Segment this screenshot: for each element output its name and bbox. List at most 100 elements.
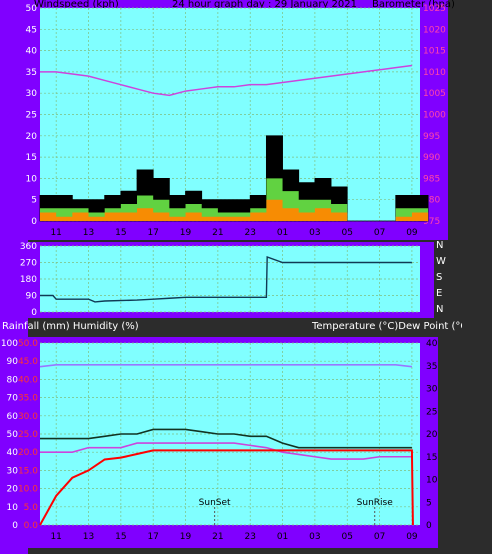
sunset-label: SunSet	[199, 498, 231, 508]
y-right-tick: 1000	[423, 111, 446, 121]
x-tick: 15	[115, 228, 126, 238]
y-right-tick: 985	[423, 174, 440, 184]
x-tick: 23	[244, 228, 255, 238]
x-tick: 19	[180, 228, 192, 238]
y-right-tick: 995	[423, 132, 440, 142]
wind-direction-chart: 360 270 180 90 0	[20, 242, 420, 318]
y-rain-tick: 50.0	[18, 339, 38, 349]
y-left-tick: 45	[26, 25, 37, 35]
right-gap	[462, 0, 492, 554]
series-line-0	[39, 364, 413, 368]
x-tick: 15	[115, 532, 126, 542]
compass-e: E	[436, 288, 443, 299]
x-tick: 13	[83, 228, 94, 238]
y-left-tick: 30	[26, 89, 38, 99]
y-humidity-tick: 60	[7, 412, 19, 422]
y-humidity-tick: 90	[7, 357, 19, 367]
series-line-2	[40, 442, 412, 460]
temp-dewpoint-title: Temperature (°C)Dew Point (°C)	[312, 321, 472, 332]
sunrise-label: SunRise	[357, 498, 394, 508]
y-right-tick: 1005	[423, 89, 446, 99]
y-left-tick: 15	[26, 153, 37, 163]
y-temp-tick: 35	[426, 362, 437, 372]
compass-n-bottom: N	[436, 304, 444, 315]
x-tick: 11	[50, 228, 61, 238]
y-temp-tick: 25	[426, 407, 437, 417]
y-humidity-tick: 10	[7, 503, 19, 513]
compass-s: S	[436, 272, 443, 283]
y-left-tick: 35	[26, 68, 37, 78]
left-strip	[0, 0, 28, 554]
y-rain-tick: 30.0	[18, 412, 38, 422]
x-tick: 01	[277, 228, 288, 238]
y-temp-tick: 15	[426, 453, 437, 463]
y-temp-tick: 30	[426, 385, 438, 395]
barometer-title: Barometer (hpa)	[372, 0, 455, 10]
x-tick: 05	[342, 532, 353, 542]
compass-w: W	[436, 256, 446, 267]
y-right-tick: 1020	[423, 25, 446, 35]
x-tick: 23	[244, 532, 255, 542]
y-right-tick: 1025	[423, 4, 446, 14]
y-right-tick: 990	[423, 153, 440, 163]
graph-title: 24 hour graph day : 29 January 2021	[172, 0, 357, 10]
y-tick: 90	[26, 292, 38, 302]
x-tick: 01	[277, 532, 288, 542]
y-rain-tick: 20.0	[18, 448, 38, 458]
y-left-tick: 40	[26, 47, 38, 57]
y-temp-tick: 40	[426, 339, 438, 349]
y-humidity-tick: 100	[1, 339, 18, 349]
y-right-tick: 980	[423, 196, 440, 206]
y-tick: 360	[20, 242, 37, 252]
y-humidity-tick: 40	[7, 448, 19, 458]
y-temp-tick: 10	[426, 476, 438, 486]
x-tick: 07	[374, 532, 385, 542]
y-humidity-tick: 70	[7, 394, 19, 404]
x-tick: 09	[406, 532, 418, 542]
y-tick: 270	[20, 259, 37, 269]
x-tick: 13	[83, 532, 94, 542]
x-tick: 21	[212, 228, 223, 238]
y-temp-tick: 5	[426, 498, 432, 508]
barometer-line	[40, 64, 413, 97]
direction-line	[40, 256, 412, 303]
series-line-1	[40, 428, 412, 449]
x-tick: 17	[147, 532, 158, 542]
y-left-tick: 20	[26, 132, 38, 142]
x-tick: 03	[309, 532, 320, 542]
y-rain-tick: 5.0	[24, 503, 39, 513]
wind-barometer-chart: 0510152025303540455097598098599099510001…	[26, 4, 447, 238]
y-rain-tick: 25.0	[18, 430, 38, 440]
y-left-tick: 25	[26, 111, 37, 121]
y-humidity-tick: 20	[7, 485, 19, 495]
y-temp-tick: 20	[426, 430, 438, 440]
x-tick: 09	[406, 228, 418, 238]
y-rain-tick: 45.0	[18, 357, 38, 367]
windspeed-title: Windspeed (kph)	[34, 0, 119, 10]
x-tick: 05	[342, 228, 353, 238]
y-left-tick: 50	[26, 4, 38, 14]
y-left-tick: 0	[31, 217, 37, 227]
x-tick: 07	[374, 228, 385, 238]
x-tick: 17	[147, 228, 158, 238]
compass-n-top: N	[436, 240, 444, 251]
rain-humidity-temp-chart: 01020304050607080901000.05.010.015.020.0…	[1, 339, 438, 542]
y-rain-tick: 0.0	[24, 521, 39, 531]
y-tick: 0	[31, 308, 37, 318]
y-rain-tick: 15.0	[18, 466, 38, 476]
y-humidity-tick: 80	[7, 375, 19, 385]
y-humidity-tick: 50	[7, 430, 19, 440]
y-rain-tick: 10.0	[18, 485, 38, 495]
y-rain-tick: 40.0	[18, 375, 38, 385]
x-tick: 11	[50, 532, 61, 542]
y-left-tick: 5	[31, 196, 37, 206]
wind-series-2	[40, 199, 429, 221]
x-tick: 19	[180, 532, 192, 542]
series-line-3	[39, 449, 414, 526]
y-rain-tick: 35.0	[18, 394, 38, 404]
y-right-tick: 975	[423, 217, 440, 227]
y-humidity-tick: 30	[7, 466, 19, 476]
y-right-tick: 1010	[423, 68, 446, 78]
y-left-tick: 10	[26, 174, 38, 184]
x-tick: 03	[309, 228, 320, 238]
